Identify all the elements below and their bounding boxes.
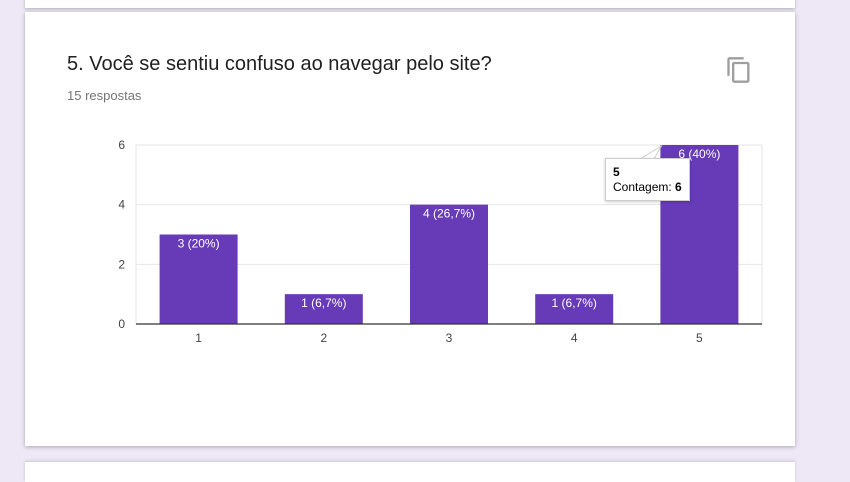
y-tick-label: 0 xyxy=(118,317,125,331)
copy-icon[interactable] xyxy=(725,56,753,84)
bar-data-label: 1 (6,7%) xyxy=(301,296,346,310)
chart-tooltip: 5 Contagem: 6 xyxy=(605,158,690,201)
bar-data-label: 3 (20%) xyxy=(178,237,220,251)
next-card-edge xyxy=(25,462,795,482)
tooltip-category: 5 xyxy=(613,165,620,179)
tooltip-value: 6 xyxy=(675,180,682,194)
axes: 0 2 4 6 1 2 3 4 5 xyxy=(118,138,762,345)
x-tick-label: 3 xyxy=(446,331,453,345)
bar-data-label: 6 (40%) xyxy=(678,147,720,161)
bar-data-label: 1 (6,7%) xyxy=(552,296,597,310)
question-title: 5. Você se sentiu confuso ao navegar pel… xyxy=(67,53,492,75)
y-tick-label: 6 xyxy=(118,138,125,152)
bar-chart: 3 (20%)1 (6,7%)4 (26,7%)1 (6,7%)6 (40%) … xyxy=(118,138,763,345)
previous-card-edge xyxy=(25,0,795,8)
bar-data-label: 4 (26,7%) xyxy=(423,207,475,221)
x-tick-label: 4 xyxy=(571,331,578,345)
x-tick-label: 2 xyxy=(320,331,327,345)
bars xyxy=(159,145,739,324)
bar xyxy=(410,204,488,324)
tooltip-label: Contagem: xyxy=(613,180,672,194)
y-tick-label: 2 xyxy=(118,257,125,271)
y-tick-label: 4 xyxy=(118,198,125,212)
bar xyxy=(159,234,238,324)
x-tick-label: 5 xyxy=(696,331,703,345)
bar xyxy=(535,294,614,324)
response-count: 15 respostas xyxy=(67,88,142,103)
data-labels: 3 (20%) 1 (6,7%) 4 (26,7%) 1 (6,7%) 6 (40%) xyxy=(178,144,720,310)
bar xyxy=(284,294,363,324)
x-tick-label: 1 xyxy=(195,331,202,345)
